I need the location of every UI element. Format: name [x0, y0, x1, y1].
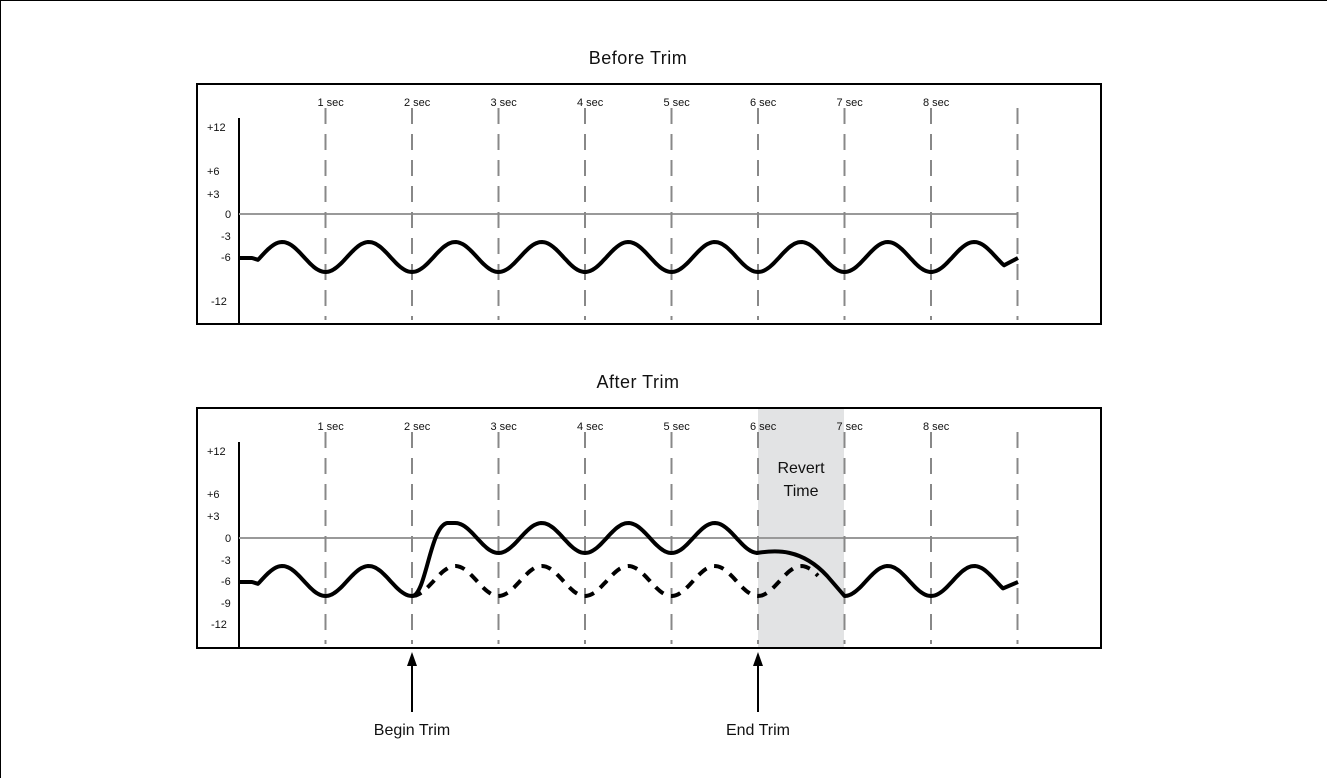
- before-level-curve: [240, 240, 1019, 274]
- after-ylabel-0: 0: [225, 533, 231, 545]
- tick-label-2s: 2 sec: [404, 97, 431, 109]
- after-ylabel-m6: -6: [221, 576, 231, 588]
- begin-trim-arrowhead: [407, 652, 417, 666]
- before-ylabel-m6: -6: [221, 252, 231, 264]
- trimmed-level-curve: [240, 521, 1019, 598]
- original-level-curve-dashed: [411, 563, 820, 599]
- before-ylabel-m3: -3: [221, 231, 231, 243]
- tick-label-4s: 4 sec: [577, 421, 604, 433]
- tick-label-2s: 2 sec: [404, 421, 431, 433]
- tick-label-1s: 1 sec: [318, 97, 345, 109]
- before-tick-labels: 1 sec 2 sec 3 sec 4 sec 5 sec 6 sec 7 sec 8 sec: [318, 97, 950, 109]
- tick-label-3s: 3 sec: [491, 97, 518, 109]
- end-trim-arrowhead: [753, 652, 763, 666]
- after-ylabel-m9: -9: [221, 598, 231, 610]
- before-trim-panel: Before Trim 1 sec 2 sec 3 sec 4 sec 5 sec 6 s…: [196, 48, 1102, 325]
- tick-label-8s: 8 sec: [923, 421, 950, 433]
- after-y-labels: +12 +6 +3 0 -3 -6 -9 -12: [207, 446, 231, 631]
- before-ylabel-0: 0: [225, 209, 231, 221]
- before-panel-border: [196, 83, 1102, 325]
- tick-label-5s: 5 sec: [664, 97, 691, 109]
- begin-trim-label: Begin Trim: [374, 722, 450, 739]
- after-ylabel-p3: +3: [207, 511, 220, 523]
- tick-label-7s: 7 sec: [837, 97, 864, 109]
- after-ylabel-m12: -12: [211, 619, 227, 631]
- after-tick-labels: 1 sec 2 sec 3 sec 4 sec 5 sec 6 sec 7 sec 8 sec: [318, 421, 950, 433]
- tick-label-4s: 4 sec: [577, 97, 604, 109]
- after-ylabel-p12: +12: [207, 446, 226, 458]
- after-trim-title: After Trim: [596, 372, 679, 392]
- tick-label-6s: 6 sec: [750, 97, 777, 109]
- before-ylabel-p6: +6: [207, 166, 220, 178]
- revert-time-label-line2: Time: [784, 483, 819, 500]
- after-panel-border: [196, 407, 1102, 649]
- revert-time-label-line1: Revert: [777, 460, 825, 477]
- tick-label-5s: 5 sec: [664, 421, 691, 433]
- before-y-labels: +12 +6 +3 0 -3 -6 -12: [207, 122, 231, 308]
- tick-label-8s: 8 sec: [923, 97, 950, 109]
- before-ylabel-p12: +12: [207, 122, 226, 134]
- tick-label-3s: 3 sec: [491, 421, 518, 433]
- tick-label-6s: 6 sec: [750, 421, 777, 433]
- after-ylabel-p6: +6: [207, 489, 220, 501]
- before-ylabel-p3: +3: [207, 189, 220, 201]
- end-trim-annotation: End Trim: [726, 652, 790, 739]
- after-ylabel-m3: -3: [221, 555, 231, 567]
- begin-trim-annotation: Begin Trim: [374, 652, 450, 739]
- end-trim-label: End Trim: [726, 722, 790, 739]
- tick-label-1s: 1 sec: [318, 421, 345, 433]
- revert-time-region: [758, 409, 844, 647]
- before-trim-title: Before Trim: [589, 48, 688, 68]
- after-trim-panel: After Trim 1 sec 2 sec 3 sec 4 sec 5 sec 6 se…: [196, 372, 1102, 649]
- before-grid: [324, 108, 1019, 320]
- before-ylabel-m12: -12: [211, 296, 227, 308]
- after-grid: [324, 432, 1019, 644]
- tick-label-7s: 7 sec: [837, 421, 864, 433]
